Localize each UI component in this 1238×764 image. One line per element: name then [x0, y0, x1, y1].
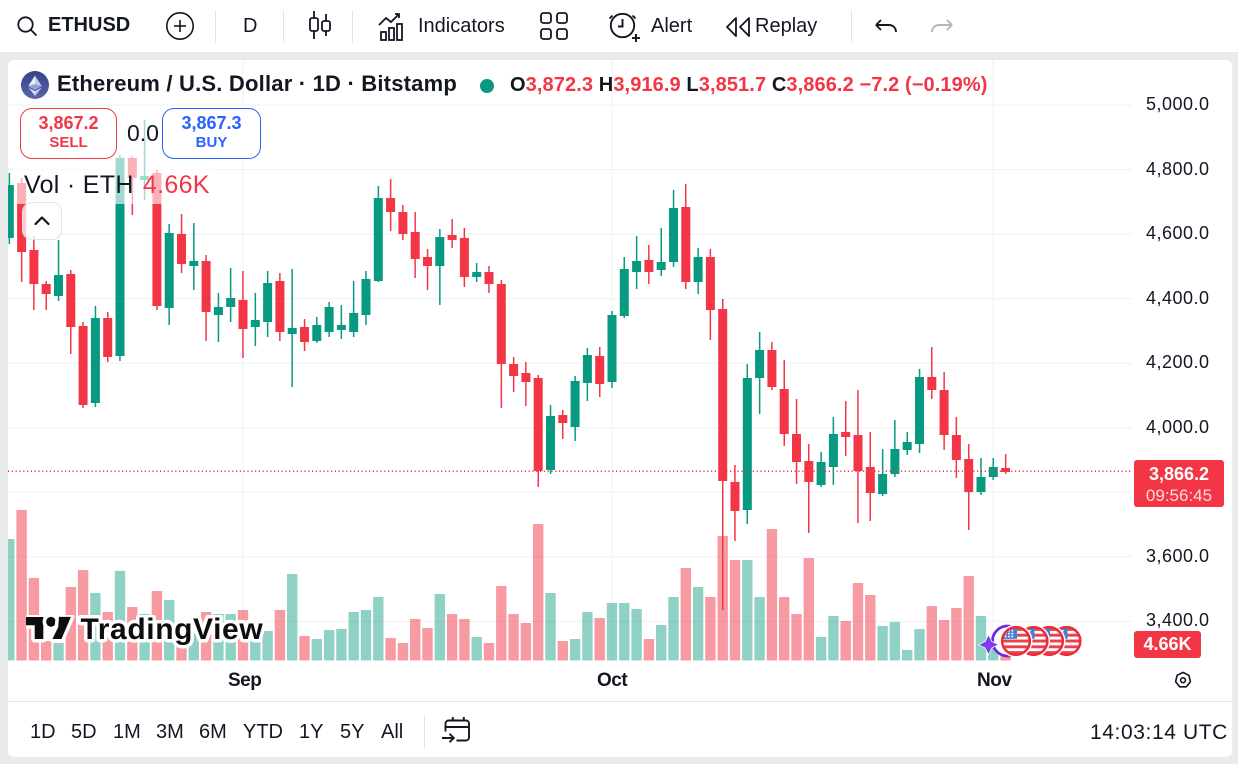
svg-text:TradingView: TradingView — [81, 615, 264, 646]
